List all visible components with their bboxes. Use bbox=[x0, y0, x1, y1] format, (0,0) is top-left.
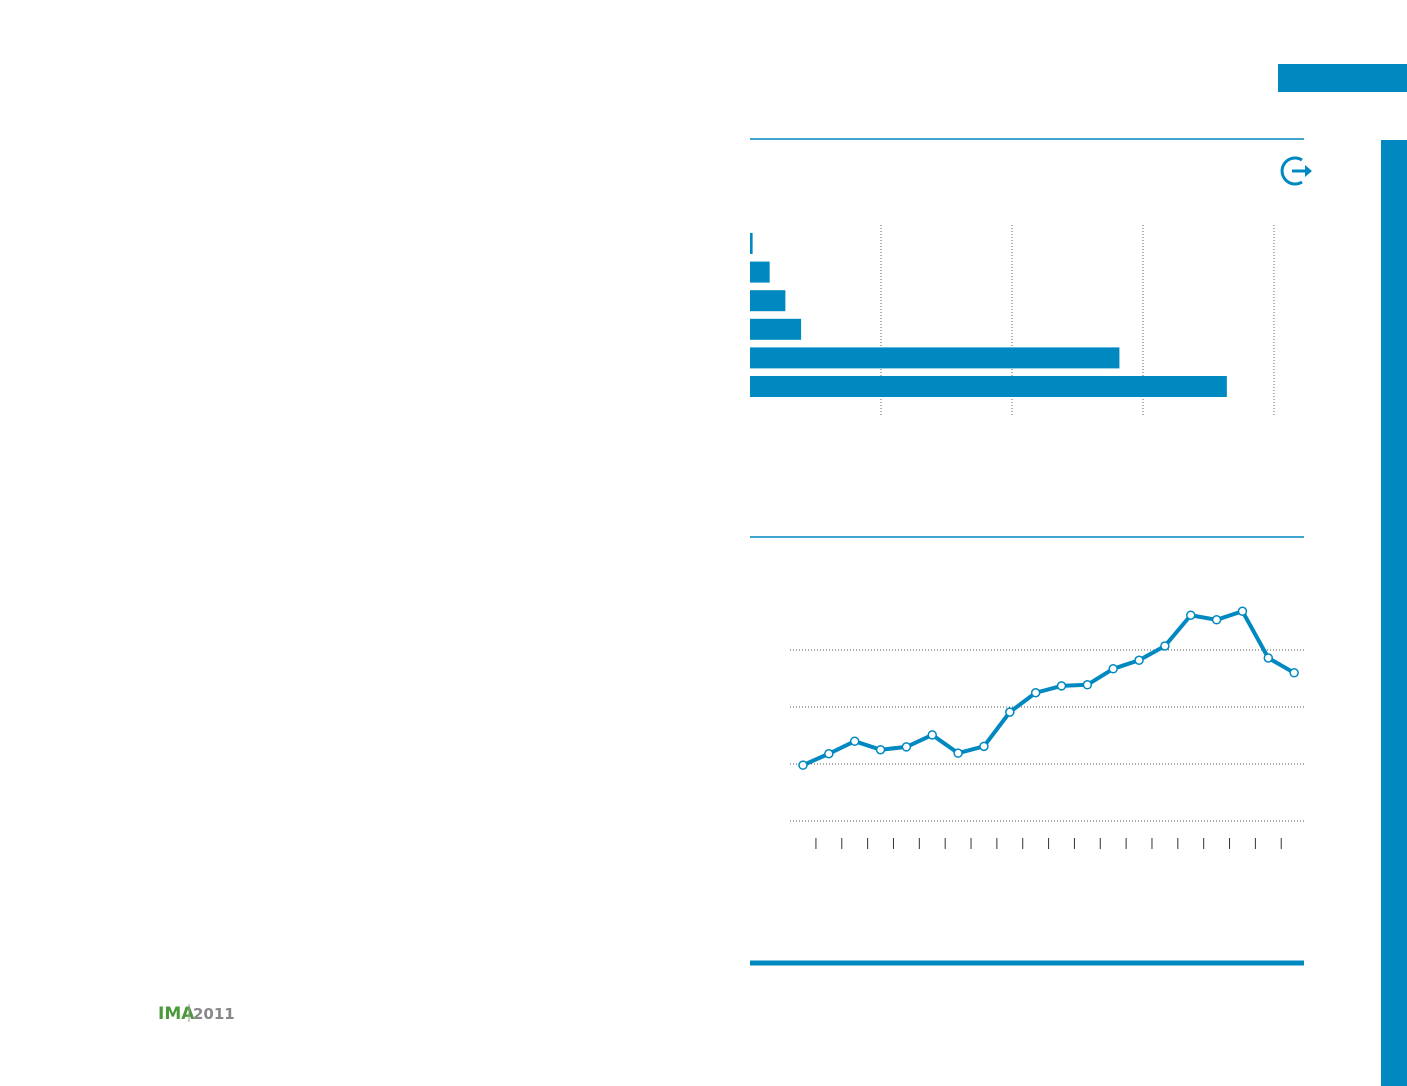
point bbox=[798, 760, 808, 770]
logo-year: 2011 bbox=[193, 1005, 235, 1023]
tab bbox=[1278, 64, 1407, 92]
point bbox=[1134, 655, 1144, 666]
point bbox=[849, 736, 860, 746]
logo: IMA 2011 bbox=[158, 1004, 235, 1024]
point bbox=[1160, 641, 1170, 651]
bar bbox=[750, 261, 770, 283]
point bbox=[1186, 610, 1196, 620]
point bbox=[1289, 668, 1299, 678]
logo-brand: IMA bbox=[158, 1004, 195, 1024]
point bbox=[927, 730, 937, 740]
point bbox=[1211, 615, 1222, 625]
point bbox=[1237, 606, 1248, 616]
point bbox=[953, 748, 963, 758]
bar bbox=[750, 290, 786, 312]
line bbox=[802, 609, 1296, 767]
point bbox=[1263, 653, 1274, 663]
point bbox=[1108, 664, 1118, 674]
point bbox=[979, 741, 989, 752]
point bbox=[824, 748, 834, 759]
bar bbox=[750, 233, 753, 254]
bar bbox=[750, 318, 802, 340]
point bbox=[1056, 681, 1067, 691]
point bbox=[901, 742, 912, 752]
bar bbox=[750, 347, 1120, 369]
point bbox=[1082, 680, 1093, 690]
point bbox=[1005, 707, 1015, 717]
exit-icon[interactable] bbox=[1280, 156, 1312, 186]
side-bar bbox=[1381, 140, 1407, 1086]
bar bbox=[750, 376, 1227, 397]
point bbox=[875, 745, 886, 755]
point bbox=[1030, 688, 1041, 698]
